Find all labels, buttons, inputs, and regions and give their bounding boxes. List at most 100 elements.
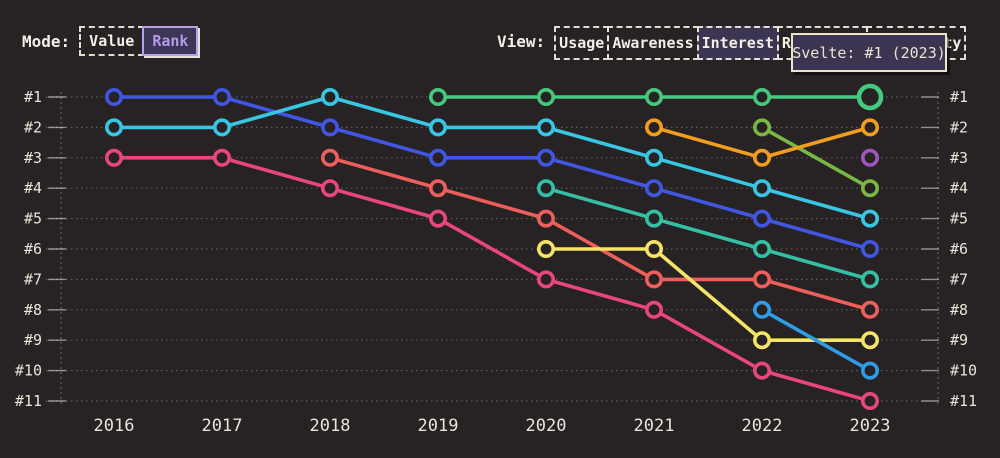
data-point-royal-blue-2022[interactable] xyxy=(752,209,771,228)
series-line-salmon-red xyxy=(328,156,872,312)
year-label-2023: 2023 xyxy=(850,416,891,436)
rank-label-left-2: #2 xyxy=(24,118,42,136)
chart-tooltip: Svelte: #1 (2023) xyxy=(791,33,947,72)
data-point-rose-2017[interactable] xyxy=(213,148,232,167)
year-label-2018: 2018 xyxy=(310,416,351,436)
data-point-teal-2022[interactable] xyxy=(752,240,771,259)
rank-label-right-7: #7 xyxy=(950,270,968,288)
rank-label-right-4: #4 xyxy=(950,179,968,197)
data-point-cyan-2019[interactable] xyxy=(428,118,447,137)
year-label-2017: 2017 xyxy=(202,416,243,436)
rank-label-right-10: #10 xyxy=(950,362,977,380)
data-point-cyan-2023[interactable] xyxy=(860,209,879,228)
rank-label-left-7: #7 xyxy=(24,270,42,288)
series-line-teal xyxy=(544,186,872,282)
year-label-2022: 2022 xyxy=(742,416,783,436)
data-point-rose-2018[interactable] xyxy=(320,179,339,198)
data-point-rose-2020[interactable] xyxy=(536,270,555,289)
data-point-rose-2021[interactable] xyxy=(644,300,663,319)
data-point-royal-blue-2021[interactable] xyxy=(644,179,663,198)
data-point-cyan-2020[interactable] xyxy=(536,118,555,137)
view-option-awareness[interactable]: Awareness xyxy=(607,26,699,60)
series-line-royal-blue xyxy=(112,95,872,251)
data-point-sky-blue-2023[interactable] xyxy=(860,361,879,380)
series-line-olive-green xyxy=(760,125,872,190)
data-point-royal-blue-2019[interactable] xyxy=(428,148,447,167)
data-point-salmon-red-2020[interactable] xyxy=(536,209,555,228)
series-line-rose xyxy=(112,156,872,403)
data-point-cyan-2021[interactable] xyxy=(644,148,663,167)
data-point-royal-blue-2018[interactable] xyxy=(320,118,339,137)
data-point-olive-green-2022[interactable] xyxy=(752,118,771,137)
year-label-2019: 2019 xyxy=(418,416,459,436)
data-point-rose-2019[interactable] xyxy=(428,209,447,228)
data-point-cyan-2018[interactable] xyxy=(320,88,339,107)
rank-label-left-3: #3 xyxy=(24,149,42,167)
data-point-salmon-red-2018[interactable] xyxy=(320,148,339,167)
series-line-sky-blue xyxy=(760,307,872,373)
data-point-salmon-red-2022[interactable] xyxy=(752,270,771,289)
data-point-amber-orange-2023[interactable] xyxy=(860,118,879,137)
data-point-salmon-red-2021[interactable] xyxy=(644,270,663,289)
data-point-cyan-2017[interactable] xyxy=(213,118,232,137)
data-point-purple-2023[interactable] xyxy=(860,148,879,167)
rank-label-right-11: #11 xyxy=(950,392,977,410)
rank-label-left-8: #8 xyxy=(24,301,42,319)
rank-label-right-2: #2 xyxy=(950,118,968,136)
data-point-olive-green-2023[interactable] xyxy=(860,179,879,198)
mode-control: Mode: Value Rank xyxy=(22,26,199,58)
rank-label-left-5: #5 xyxy=(24,210,42,228)
data-point-teal-2021[interactable] xyxy=(644,209,663,228)
rank-label-right-1: #1 xyxy=(950,88,968,106)
data-point-teal-2020[interactable] xyxy=(536,179,555,198)
year-label-2021: 2021 xyxy=(634,416,675,436)
data-point-amber-orange-2021[interactable] xyxy=(644,118,663,137)
highlighted-data-point-Svelte-2023[interactable] xyxy=(856,83,884,111)
data-point-amber-orange-2022[interactable] xyxy=(752,148,771,167)
mode-label: Mode: xyxy=(22,32,71,51)
data-point-cyan-2016[interactable] xyxy=(105,118,124,137)
data-point-Svelte-2021[interactable] xyxy=(644,88,663,107)
data-point-salmon-red-2019[interactable] xyxy=(428,179,447,198)
data-point-Svelte-2020[interactable] xyxy=(536,88,555,107)
rank-label-left-4: #4 xyxy=(24,179,42,197)
data-point-rose-2023[interactable] xyxy=(860,391,879,410)
view-option-usage[interactable]: Usage xyxy=(554,26,610,60)
data-point-yellow-2022[interactable] xyxy=(752,331,771,350)
rank-label-left-10: #10 xyxy=(15,362,42,380)
data-point-yellow-2020[interactable] xyxy=(536,240,555,259)
data-point-Svelte-2022[interactable] xyxy=(752,88,771,107)
data-point-royal-blue-2016[interactable] xyxy=(105,88,124,107)
data-point-rose-2022[interactable] xyxy=(752,361,771,380)
data-point-yellow-2023[interactable] xyxy=(860,331,879,350)
rank-label-left-6: #6 xyxy=(24,240,42,258)
rank-label-right-8: #8 xyxy=(950,301,968,319)
mode-option-value[interactable]: Value xyxy=(79,26,145,56)
rank-label-right-9: #9 xyxy=(950,331,968,349)
rank-label-right-3: #3 xyxy=(950,149,968,167)
data-point-royal-blue-2020[interactable] xyxy=(536,148,555,167)
tooltip-text: Svelte: #1 (2023) xyxy=(792,43,946,62)
rank-label-left-11: #11 xyxy=(15,392,42,410)
data-point-teal-2023[interactable] xyxy=(860,270,879,289)
series-points xyxy=(105,83,884,410)
series-lines xyxy=(112,95,872,403)
data-point-royal-blue-2017[interactable] xyxy=(213,88,232,107)
rank-label-right-5: #5 xyxy=(950,210,968,228)
series-line-cyan xyxy=(112,95,872,221)
data-point-Svelte-2019[interactable] xyxy=(428,88,447,107)
data-point-cyan-2022[interactable] xyxy=(752,179,771,198)
data-point-sky-blue-2022[interactable] xyxy=(752,300,771,319)
rank-label-right-6: #6 xyxy=(950,240,968,258)
year-label-2016: 2016 xyxy=(94,416,135,436)
view-option-interest[interactable]: Interest xyxy=(696,26,779,60)
view-label: View: xyxy=(497,32,546,51)
mode-option-rank[interactable]: Rank xyxy=(142,26,199,56)
data-point-salmon-red-2023[interactable] xyxy=(860,300,879,319)
data-point-royal-blue-2023[interactable] xyxy=(860,240,879,259)
data-point-yellow-2021[interactable] xyxy=(644,240,663,259)
rank-label-left-9: #9 xyxy=(24,331,42,349)
year-label-2020: 2020 xyxy=(526,416,567,436)
data-point-rose-2016[interactable] xyxy=(105,148,124,167)
